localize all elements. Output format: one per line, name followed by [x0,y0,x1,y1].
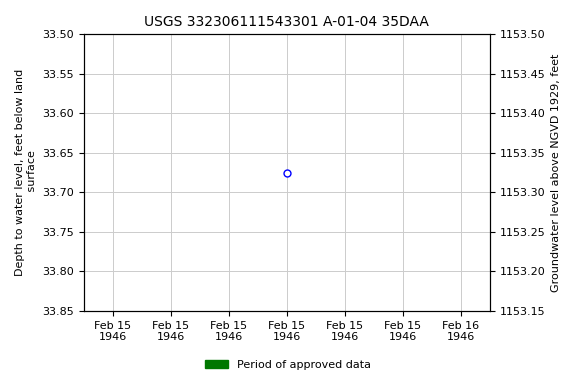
Y-axis label: Groundwater level above NGVD 1929, feet: Groundwater level above NGVD 1929, feet [551,53,561,292]
Y-axis label: Depth to water level, feet below land
 surface: Depth to water level, feet below land su… [15,69,37,276]
Legend: Period of approved data: Period of approved data [201,356,375,375]
Title: USGS 332306111543301 A-01-04 35DAA: USGS 332306111543301 A-01-04 35DAA [145,15,429,29]
